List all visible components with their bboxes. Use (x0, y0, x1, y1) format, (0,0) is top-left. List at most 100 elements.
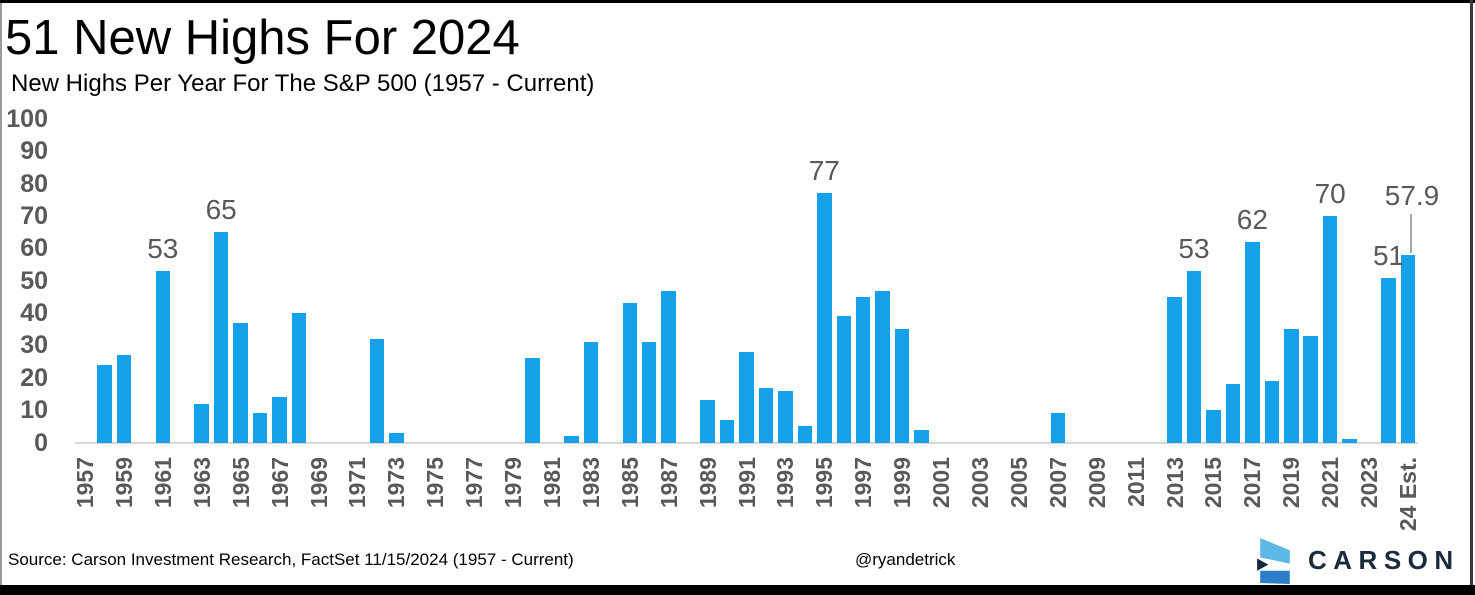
bar-1989 (700, 400, 715, 443)
carson-logo-text: CARSON (1308, 545, 1460, 575)
y-tick-10: 10 (20, 396, 48, 425)
bar-2024 (1381, 277, 1396, 443)
x-label-2015: 2015 (1200, 457, 1227, 509)
x-label-1981: 1981 (538, 457, 565, 509)
x-label-2005: 2005 (1005, 457, 1032, 509)
chart-subtitle: New Highs Per Year For The S&P 500 (1957… (11, 70, 595, 97)
bar-2018 (1264, 381, 1280, 443)
bar-2016 (1225, 384, 1241, 443)
bar-24 Est. (1400, 255, 1416, 443)
bar-1958 (97, 364, 112, 443)
bar-1980 (525, 358, 540, 443)
bar-1965 (233, 322, 248, 443)
bar-2000 (914, 429, 929, 443)
value-label-2014: 53 (1178, 233, 1210, 264)
x-label-1985: 1985 (616, 457, 643, 509)
x-label-1957: 1957 (72, 457, 98, 509)
y-tick-0: 0 (34, 428, 48, 457)
x-label-2021: 2021 (1317, 457, 1344, 509)
x-label-2023: 2023 (1356, 457, 1383, 509)
bar-2020 (1303, 335, 1318, 443)
y-tick-40: 40 (20, 299, 48, 328)
bar-1983 (583, 342, 599, 443)
x-label-2001: 2001 (928, 457, 955, 509)
y-tick-50: 50 (20, 266, 48, 295)
x-label-1961: 1961 (149, 457, 176, 509)
bar-2015 (1206, 410, 1221, 443)
carson-logo-mark-mid (1260, 570, 1290, 584)
x-label-2009: 2009 (1083, 457, 1110, 509)
x-label-2017: 2017 (1239, 457, 1266, 509)
bar-1998 (875, 290, 890, 443)
bar-1994 (797, 426, 813, 443)
x-label-1969: 1969 (305, 457, 332, 509)
value-label-2021: 70 (1314, 178, 1346, 210)
bar-1999 (894, 329, 910, 443)
source-note: Source: Carson Investment Research, Fact… (8, 550, 574, 569)
author-handle: @ryandetrick (855, 550, 956, 569)
x-label-1999: 1999 (889, 457, 916, 509)
x-label-2011: 2011 (1122, 457, 1149, 507)
x-label-1975: 1975 (422, 457, 449, 509)
bar-1996 (836, 316, 852, 443)
bar-2017 (1245, 241, 1260, 443)
x-label-1963: 1963 (188, 457, 215, 509)
top-border (0, 0, 1475, 3)
bar-1993 (778, 390, 793, 443)
y-tick-70: 70 (20, 202, 48, 231)
carson-logo-mark-dark-triangle (1257, 558, 1269, 571)
x-label-1995: 1995 (811, 457, 838, 509)
page-title: 51 New Highs For 2024 (5, 11, 520, 65)
bar-1973 (389, 432, 404, 443)
bar-1995 (817, 193, 832, 443)
x-label-1979: 1979 (500, 457, 526, 509)
x-label-2013: 2013 (1161, 457, 1188, 509)
value-label-2017: 62 (1236, 203, 1268, 235)
x-label-1993: 1993 (772, 457, 799, 509)
bar-1985 (622, 303, 638, 443)
y-tick-90: 90 (20, 137, 48, 166)
bar-1959 (116, 355, 132, 443)
bar-1966 (252, 413, 268, 443)
bar-1963 (194, 403, 209, 443)
bar-1972 (369, 339, 385, 443)
bar-2019 (1284, 329, 1299, 443)
left-border (0, 3, 2, 585)
x-label-1983: 1983 (577, 457, 604, 509)
x-label-2003: 2003 (967, 457, 993, 509)
carson-logo-icon (1257, 538, 1290, 584)
bottom-border (0, 585, 1475, 595)
x-label-1971: 1971 (344, 457, 371, 509)
bar-1992 (758, 387, 774, 443)
bar-1987 (661, 290, 676, 443)
x-label-1965: 1965 (227, 457, 254, 509)
bar-1982 (564, 436, 579, 443)
x-axis-line (75, 442, 1418, 444)
x-label-2019: 2019 (1278, 457, 1305, 509)
bar-2013 (1167, 296, 1182, 443)
y-tick-60: 60 (20, 234, 48, 263)
x-label-2007: 2007 (1044, 457, 1071, 509)
x-label-1991: 1991 (733, 457, 760, 509)
x-label-1989: 1989 (694, 457, 721, 509)
y-tick-30: 30 (20, 331, 48, 360)
x-label-1987: 1987 (655, 457, 682, 509)
value-label-1995: 77 (808, 155, 840, 187)
value-label-2024: 51 (1372, 239, 1405, 271)
x-label-1973: 1973 (383, 457, 410, 509)
value-label-1961: 53 (147, 233, 179, 264)
bar-2021 (1322, 216, 1338, 443)
y-tick-80: 80 (20, 169, 48, 198)
x-label-1959: 1959 (110, 457, 137, 509)
x-label-1967: 1967 (266, 457, 293, 509)
right-border (1470, 0, 1473, 595)
x-label-24 Est.: 24 Est. (1395, 457, 1421, 532)
bar-1991 (739, 351, 754, 443)
bar-1964 (213, 232, 229, 443)
bar-1990 (719, 419, 735, 443)
carson-logo-mark-light (1260, 538, 1290, 564)
bar-1986 (641, 342, 657, 443)
bar-1968 (291, 313, 307, 443)
bar-1961 (155, 271, 171, 443)
